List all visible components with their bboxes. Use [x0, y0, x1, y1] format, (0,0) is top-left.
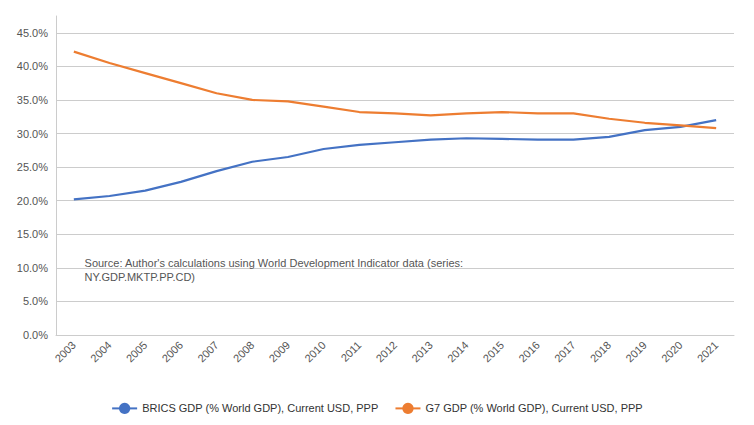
svg-text:2008: 2008	[231, 339, 257, 365]
svg-text:2010: 2010	[302, 339, 328, 365]
svg-text:15.0%: 15.0%	[17, 228, 48, 240]
svg-text:2014: 2014	[445, 339, 471, 365]
svg-text:BRICS GDP (% World GDP), Curre: BRICS GDP (% World GDP), Current USD, PP…	[142, 402, 378, 414]
svg-text:2003: 2003	[52, 339, 78, 365]
svg-text:2017: 2017	[552, 339, 578, 365]
svg-text:2015: 2015	[481, 339, 507, 365]
svg-text:35.0%: 35.0%	[17, 94, 48, 106]
svg-text:25.0%: 25.0%	[17, 161, 48, 173]
svg-text:5.0%: 5.0%	[23, 295, 48, 307]
svg-text:2020: 2020	[659, 339, 685, 365]
svg-text:45.0%: 45.0%	[17, 27, 48, 39]
svg-text:2013: 2013	[409, 339, 435, 365]
svg-text:40.0%: 40.0%	[17, 60, 48, 72]
svg-text:2019: 2019	[623, 339, 649, 365]
svg-text:2021: 2021	[695, 339, 721, 365]
svg-text:2016: 2016	[516, 339, 542, 365]
svg-text:30.0%: 30.0%	[17, 128, 48, 140]
svg-text:2009: 2009	[266, 339, 292, 365]
svg-text:NY.GDP.MKTP.PP.CD): NY.GDP.MKTP.PP.CD)	[85, 271, 195, 283]
svg-text:2006: 2006	[159, 339, 185, 365]
svg-text:10.0%: 10.0%	[17, 262, 48, 274]
svg-text:2005: 2005	[124, 339, 150, 365]
svg-text:20.0%: 20.0%	[17, 195, 48, 207]
svg-text:2007: 2007	[195, 339, 221, 365]
svg-text:2004: 2004	[88, 339, 114, 365]
svg-text:0.0%: 0.0%	[23, 329, 48, 341]
svg-text:G7 GDP (% World GDP), Current: G7 GDP (% World GDP), Current USD, PPP	[425, 402, 642, 414]
svg-text:2018: 2018	[588, 339, 614, 365]
svg-text:2011: 2011	[338, 339, 363, 364]
svg-text:2012: 2012	[373, 339, 399, 365]
svg-text:Source: Author's calculations: Source: Author's calculations using Worl…	[85, 257, 464, 269]
